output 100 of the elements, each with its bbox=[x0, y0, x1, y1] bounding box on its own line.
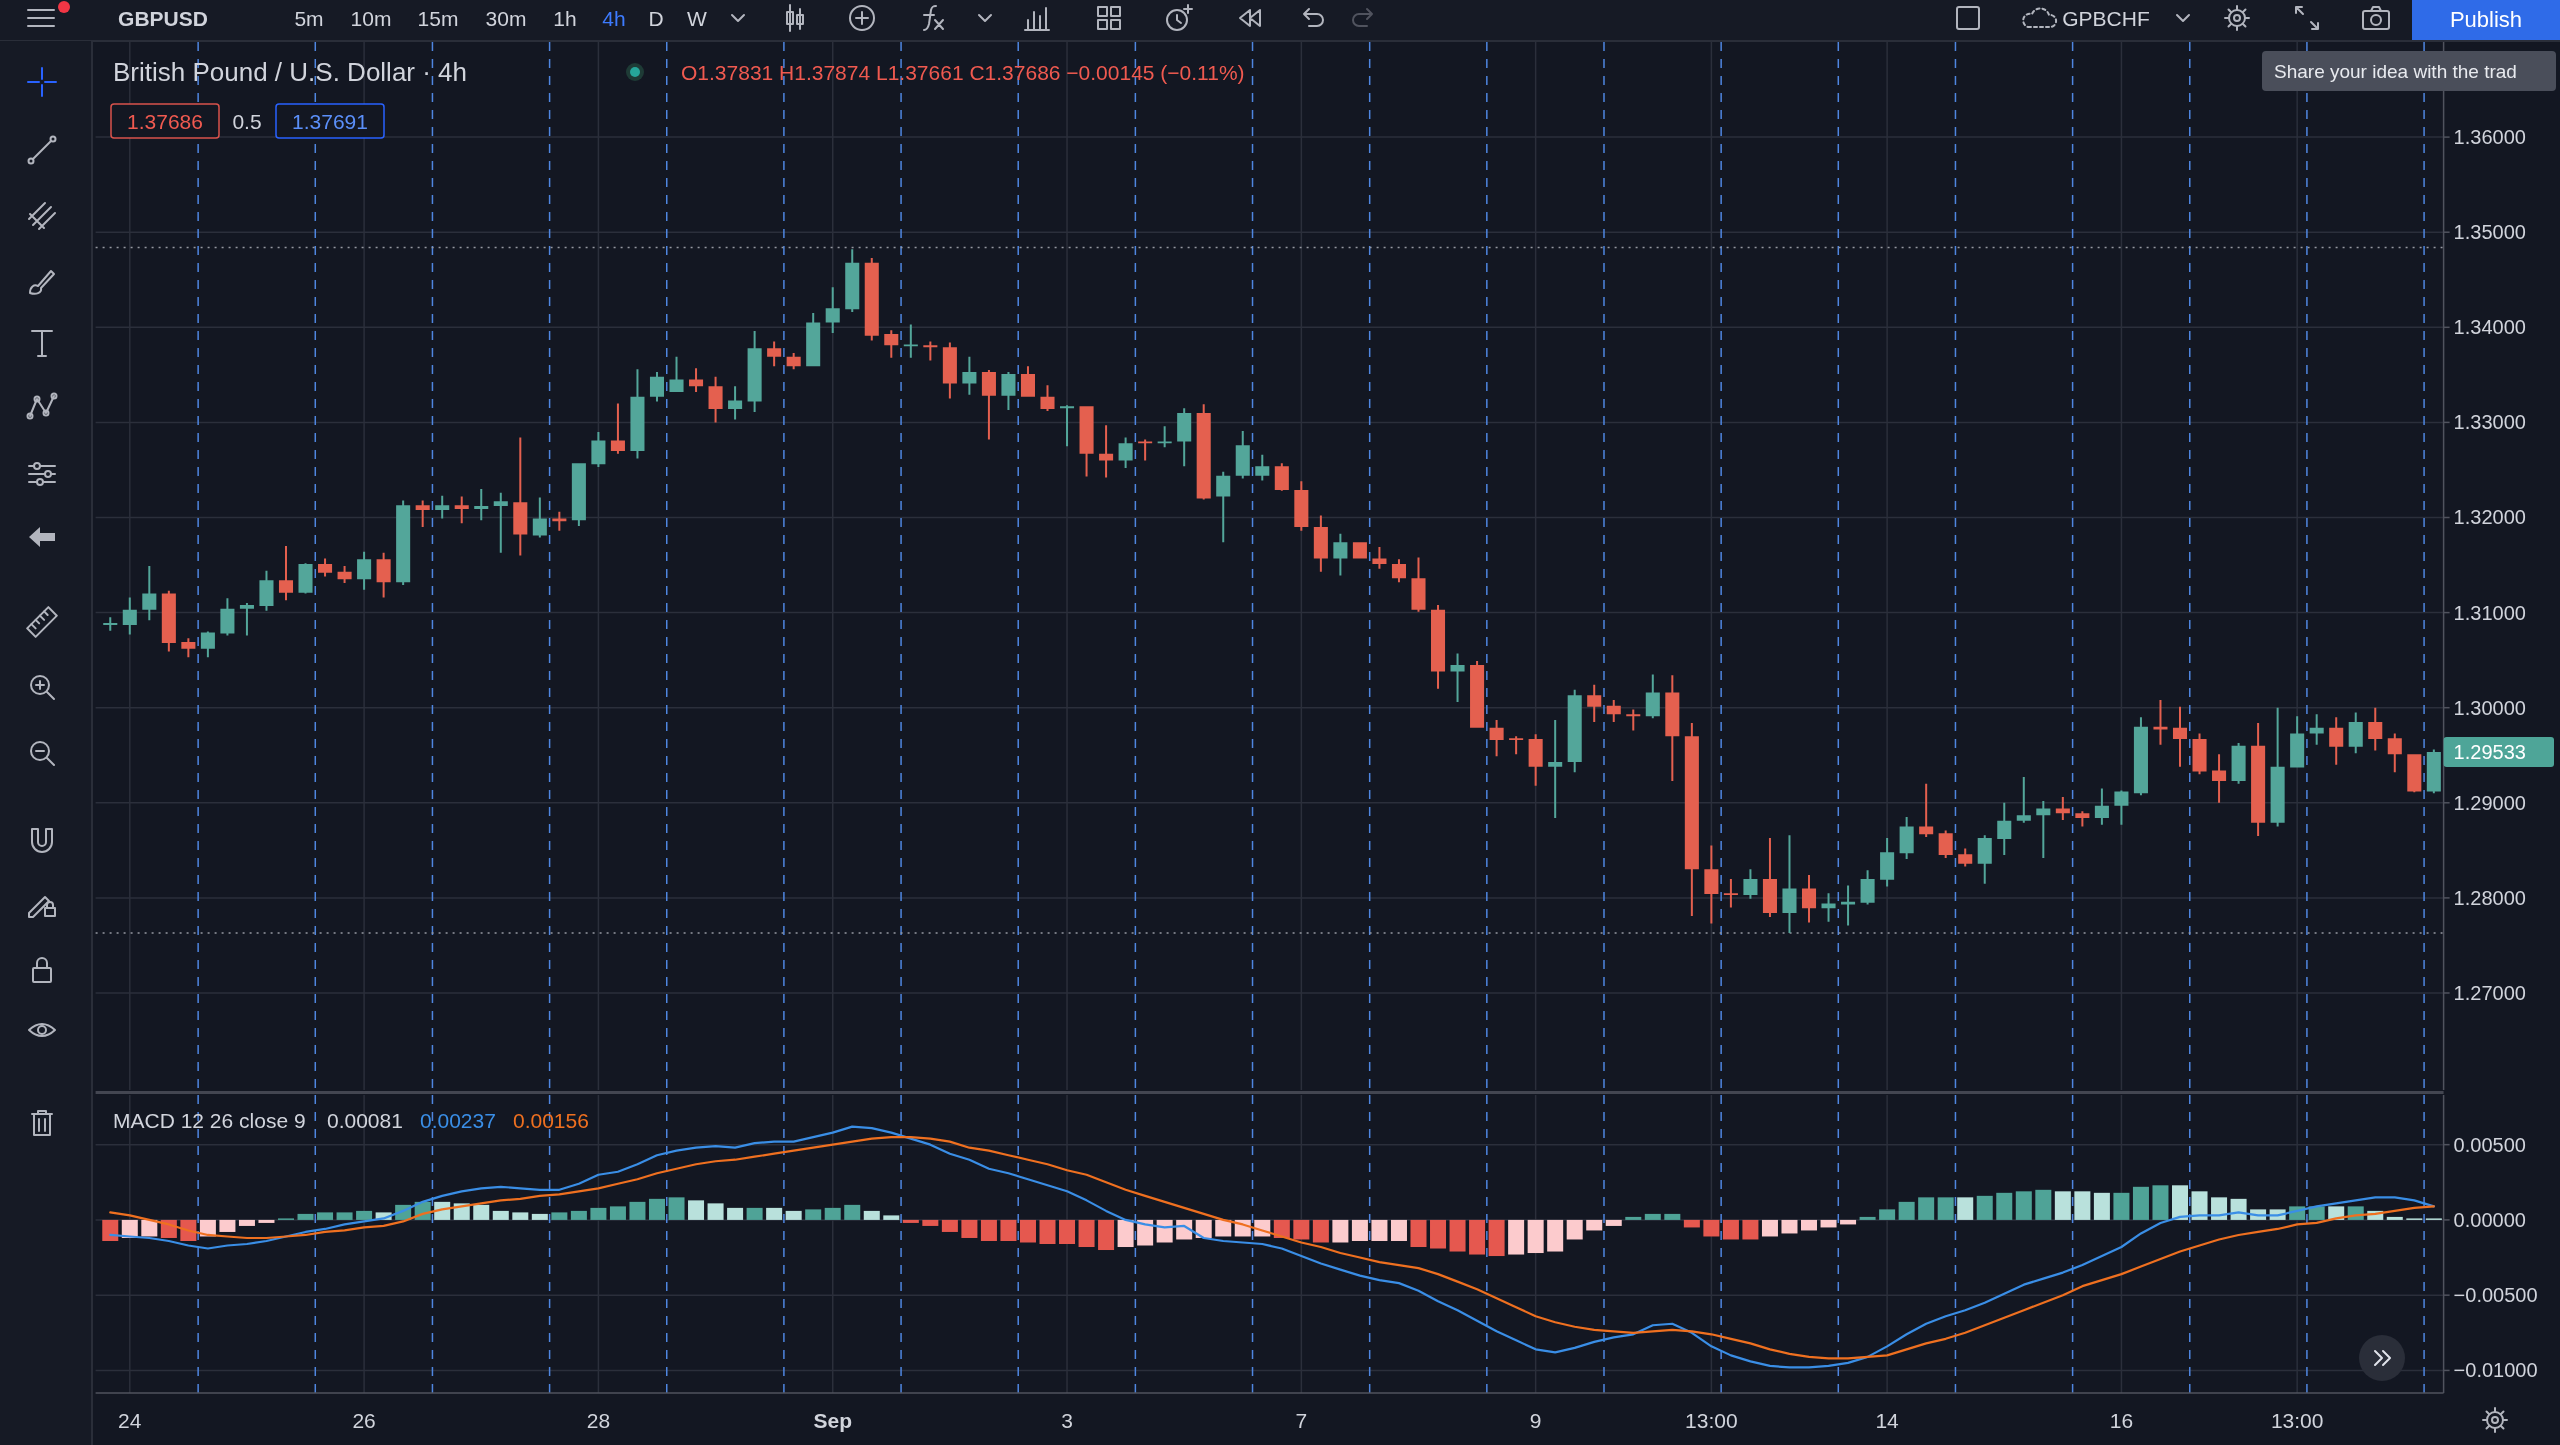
bar bbox=[863, 1210, 880, 1220]
bar bbox=[1000, 1219, 1017, 1241]
y-tick-label: 1.31000 bbox=[2453, 601, 2526, 624]
bar bbox=[922, 1219, 939, 1226]
candlestick bbox=[1548, 720, 1563, 819]
bar bbox=[1703, 1219, 1720, 1237]
bar bbox=[590, 1207, 607, 1220]
candlestick bbox=[1099, 425, 1114, 478]
bar bbox=[980, 1219, 997, 1241]
candlestick bbox=[2290, 716, 2305, 768]
bar bbox=[1078, 1219, 1095, 1248]
bar bbox=[1527, 1219, 1544, 1254]
annotation: 0.00237 bbox=[420, 1108, 496, 1132]
bar bbox=[1332, 1219, 1349, 1243]
candlestick bbox=[1450, 653, 1465, 702]
x-tick-label: 14 bbox=[1875, 1408, 1900, 1432]
y-tick-label: 1.30000 bbox=[2453, 696, 2526, 719]
text: GPBCHF bbox=[2062, 6, 2150, 30]
bar bbox=[609, 1206, 626, 1220]
candlestick bbox=[2172, 706, 2188, 767]
bar bbox=[2015, 1191, 2032, 1220]
bar bbox=[648, 1198, 665, 1220]
bar bbox=[1937, 1197, 1954, 1220]
bar bbox=[961, 1219, 978, 1238]
bar bbox=[1390, 1219, 1407, 1241]
bar bbox=[1547, 1219, 1564, 1252]
bar bbox=[1879, 1209, 1896, 1220]
bar bbox=[707, 1203, 724, 1220]
bar bbox=[1976, 1195, 1993, 1220]
text: 4h bbox=[602, 6, 626, 30]
y-tick-label: 1.35000 bbox=[2453, 221, 2526, 244]
candlestick bbox=[474, 488, 489, 521]
x-tick-label: 13:00 bbox=[2270, 1408, 2324, 1432]
candlestick bbox=[610, 403, 625, 454]
annotation: 1.37691 bbox=[292, 109, 368, 133]
bar bbox=[668, 1197, 685, 1220]
candlestick bbox=[1040, 385, 1055, 411]
candlestick bbox=[298, 563, 313, 594]
bar bbox=[844, 1204, 861, 1220]
candlestick bbox=[1157, 426, 1172, 448]
bar bbox=[1508, 1219, 1525, 1255]
bar bbox=[1430, 1219, 1447, 1249]
bar bbox=[2132, 1186, 2149, 1220]
text: GBPUSD bbox=[118, 6, 208, 30]
candlestick bbox=[318, 558, 333, 577]
candlestick bbox=[1411, 557, 1426, 612]
text: 5m bbox=[294, 6, 324, 30]
candlestick bbox=[532, 497, 547, 538]
candlestick bbox=[1138, 439, 1153, 461]
bar bbox=[1137, 1219, 1154, 1246]
bar bbox=[570, 1210, 587, 1220]
text: 1.29533 bbox=[2453, 741, 2526, 764]
bar bbox=[1801, 1219, 1818, 1231]
text: W bbox=[687, 6, 708, 30]
bar bbox=[1019, 1219, 1036, 1243]
annotation: O1.37831 H1.37874 L1.37661 C1.37686 −0.00145 (−0.11%) bbox=[681, 60, 1245, 84]
candlestick bbox=[181, 638, 196, 658]
candlestick bbox=[1704, 845, 1719, 924]
bar bbox=[2172, 1185, 2189, 1220]
bar bbox=[688, 1200, 705, 1220]
candlestick bbox=[669, 356, 684, 392]
bar bbox=[1859, 1216, 1876, 1220]
bar bbox=[805, 1209, 822, 1220]
bar bbox=[1683, 1219, 1700, 1228]
annotation: 0.5 bbox=[232, 109, 262, 133]
candlestick bbox=[552, 511, 567, 531]
bar bbox=[2093, 1192, 2110, 1220]
bar bbox=[219, 1219, 236, 1232]
bar bbox=[1039, 1219, 1056, 1244]
bar bbox=[1371, 1219, 1388, 1241]
bar bbox=[1351, 1219, 1368, 1241]
candlestick bbox=[1841, 885, 1856, 926]
bar bbox=[551, 1212, 568, 1220]
candlestick bbox=[1723, 878, 1738, 908]
bar bbox=[1996, 1192, 2013, 1220]
bar bbox=[1449, 1219, 1466, 1252]
bar bbox=[297, 1213, 314, 1220]
bar bbox=[1898, 1201, 1915, 1220]
bar bbox=[1312, 1219, 1329, 1243]
candlestick bbox=[1216, 471, 1231, 543]
bar bbox=[258, 1219, 275, 1223]
bar bbox=[883, 1215, 900, 1220]
y-tick-label: 0.00000 bbox=[2453, 1208, 2526, 1231]
bar bbox=[1820, 1219, 1837, 1228]
candlestick bbox=[1665, 675, 1680, 781]
bar bbox=[629, 1201, 646, 1220]
bar bbox=[824, 1207, 841, 1220]
bar bbox=[1215, 1219, 1232, 1237]
bar bbox=[238, 1219, 255, 1226]
candlestick bbox=[1528, 734, 1543, 786]
bar bbox=[727, 1207, 744, 1220]
bar bbox=[1957, 1197, 1974, 1220]
x-tick-label: Sep bbox=[813, 1408, 852, 1432]
bar bbox=[1195, 1219, 1212, 1238]
text: Publish bbox=[2449, 6, 2523, 32]
candlestick bbox=[1060, 405, 1075, 447]
bar bbox=[1293, 1219, 1310, 1240]
candlestick bbox=[981, 370, 996, 440]
bar bbox=[1488, 1219, 1505, 1257]
candlestick bbox=[1255, 454, 1270, 481]
